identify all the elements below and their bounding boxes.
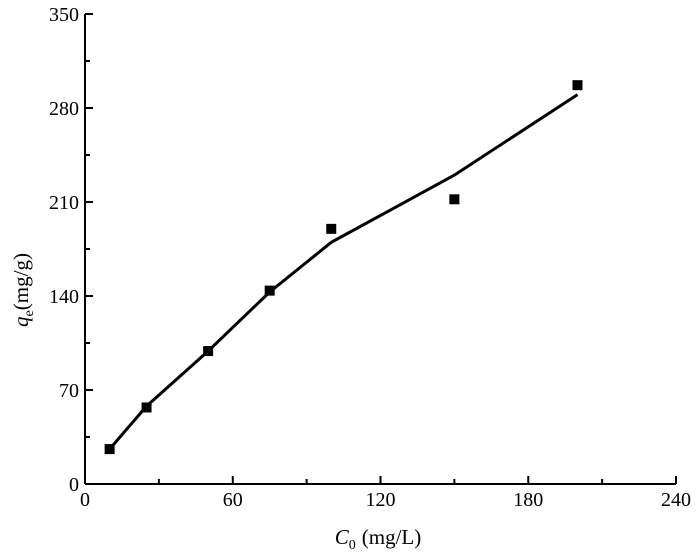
x-axis-unit: (mg/L) bbox=[362, 525, 421, 549]
data-point bbox=[203, 346, 214, 357]
y-tick-label: 350 bbox=[49, 4, 79, 26]
x-tick-label: 120 bbox=[366, 489, 396, 511]
x-axis-subscript: 0 bbox=[349, 538, 356, 553]
y-tick-label: 280 bbox=[49, 98, 79, 120]
data-point bbox=[141, 402, 152, 413]
data-point bbox=[572, 80, 583, 91]
y-tick-label: 210 bbox=[49, 192, 79, 214]
y-axis-unit: (mg/g) bbox=[9, 253, 33, 310]
ticks: 0 70 140 210 280 350 0 60 120 180 240 bbox=[49, 4, 691, 511]
y-tick-label: 70 bbox=[59, 380, 79, 402]
y-tick-label: 0 bbox=[69, 474, 79, 496]
data-point bbox=[449, 194, 460, 205]
y-axis-subscript: e bbox=[22, 310, 37, 316]
plot-area bbox=[104, 80, 583, 455]
y-tick-label: 140 bbox=[49, 286, 79, 308]
x-tick-label: 240 bbox=[661, 489, 691, 511]
y-axis-symbol: q bbox=[9, 316, 33, 327]
data-point bbox=[264, 285, 275, 296]
data-point bbox=[104, 444, 115, 455]
y-axis-label: qe(mg/g) bbox=[9, 253, 37, 327]
data-point bbox=[326, 223, 337, 234]
x-tick-label: 0 bbox=[80, 489, 90, 511]
x-tick-label: 180 bbox=[513, 489, 543, 511]
x-axis-label: C0 (mg/L) bbox=[335, 525, 422, 553]
fit-curve bbox=[108, 93, 579, 451]
axes bbox=[84, 14, 676, 485]
x-tick-label: 60 bbox=[223, 489, 243, 511]
x-axis-symbol: C bbox=[335, 525, 350, 549]
